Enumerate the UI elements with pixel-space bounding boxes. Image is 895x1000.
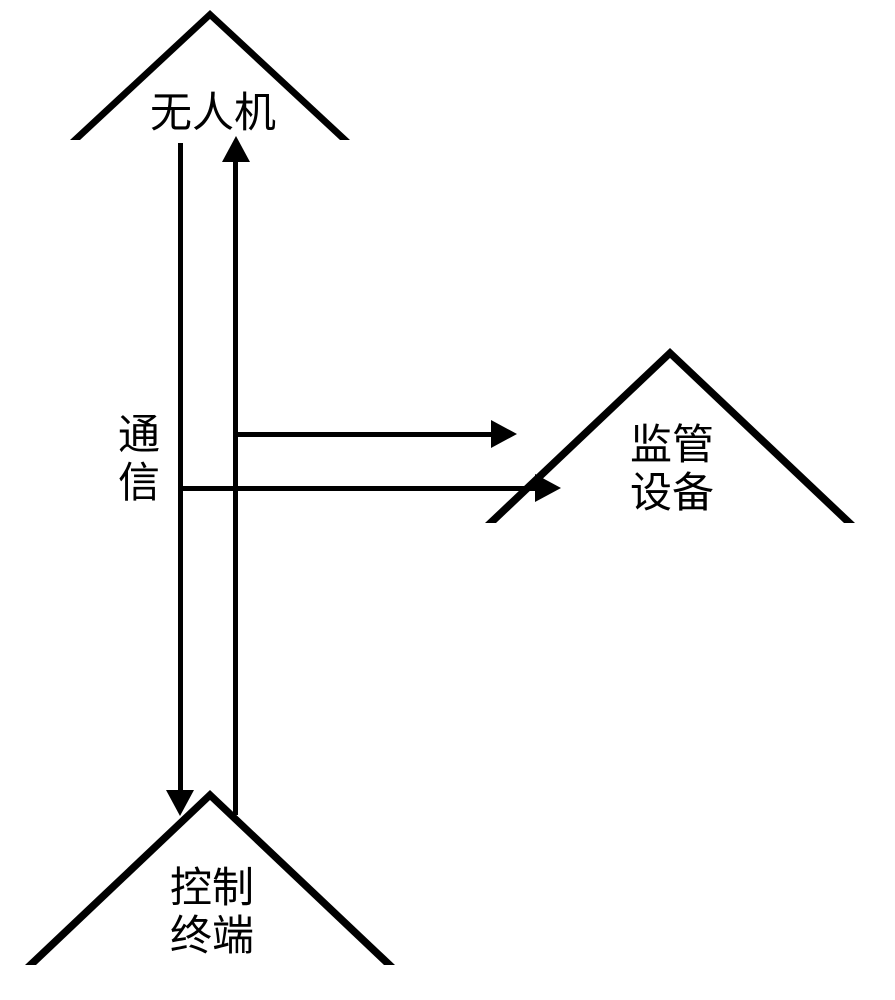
edge-label-communication: 通 信 xyxy=(118,412,160,509)
edge-label-line1: 通 xyxy=(118,413,160,459)
edge-label-line2: 信 xyxy=(118,461,160,507)
arrow-head-down xyxy=(166,790,194,816)
controller-label-line2: 终端 xyxy=(170,914,254,960)
arrow-shaft xyxy=(183,486,538,491)
arrow-head-right xyxy=(535,474,561,502)
regulator-label-line1: 监管 xyxy=(630,423,714,469)
arrow-head-right xyxy=(491,420,517,448)
node-regulator-label: 监管 设备 xyxy=(630,422,714,519)
regulator-label-line2: 设备 xyxy=(630,471,714,517)
arrow-shaft xyxy=(178,143,183,793)
arrow-shaft xyxy=(238,432,494,437)
node-drone-label: 无人机 xyxy=(150,90,276,138)
node-controller-label: 控制 终端 xyxy=(170,865,254,962)
controller-label-line1: 控制 xyxy=(170,866,254,912)
arrow-head-up xyxy=(222,136,250,162)
